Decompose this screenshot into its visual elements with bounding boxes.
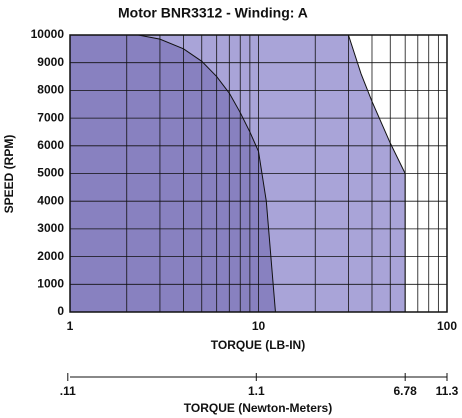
x-axis-label: TORQUE (LB-IN) <box>211 338 305 352</box>
x2-tick-label: 6.78 <box>394 384 418 398</box>
y-tick-label: 9000 <box>37 55 64 69</box>
y-tick-label: 2000 <box>37 249 64 263</box>
y-tick-label: 1000 <box>37 276 64 290</box>
x2-tick-label: 11.3 <box>436 384 459 398</box>
x-tick-label: 10 <box>252 319 266 333</box>
y-tick-label: 3000 <box>37 221 64 235</box>
y-tick-label: 6000 <box>37 138 64 152</box>
y-tick-label: 5000 <box>37 166 64 180</box>
plot-frame <box>69 34 448 313</box>
chart-title: Motor BNR3312 - Winding: A <box>118 5 308 21</box>
y-tick-label: 4000 <box>37 193 64 207</box>
y-tick-label: 10000 <box>31 27 65 41</box>
y-tick-label: 7000 <box>37 110 64 124</box>
x-tick-label: 1 <box>67 319 74 333</box>
x2-tick-label: .11 <box>60 384 76 398</box>
x2-axis-label: TORQUE (Newton-Meters) <box>184 401 332 415</box>
y-tick-label: 0 <box>57 304 64 318</box>
x2-tick-label: 1.1 <box>248 384 265 398</box>
y-tick-label: 8000 <box>37 83 64 97</box>
y-axis-label: SPEED (RPM) <box>2 135 16 214</box>
x-tick-label: 100 <box>437 319 457 333</box>
